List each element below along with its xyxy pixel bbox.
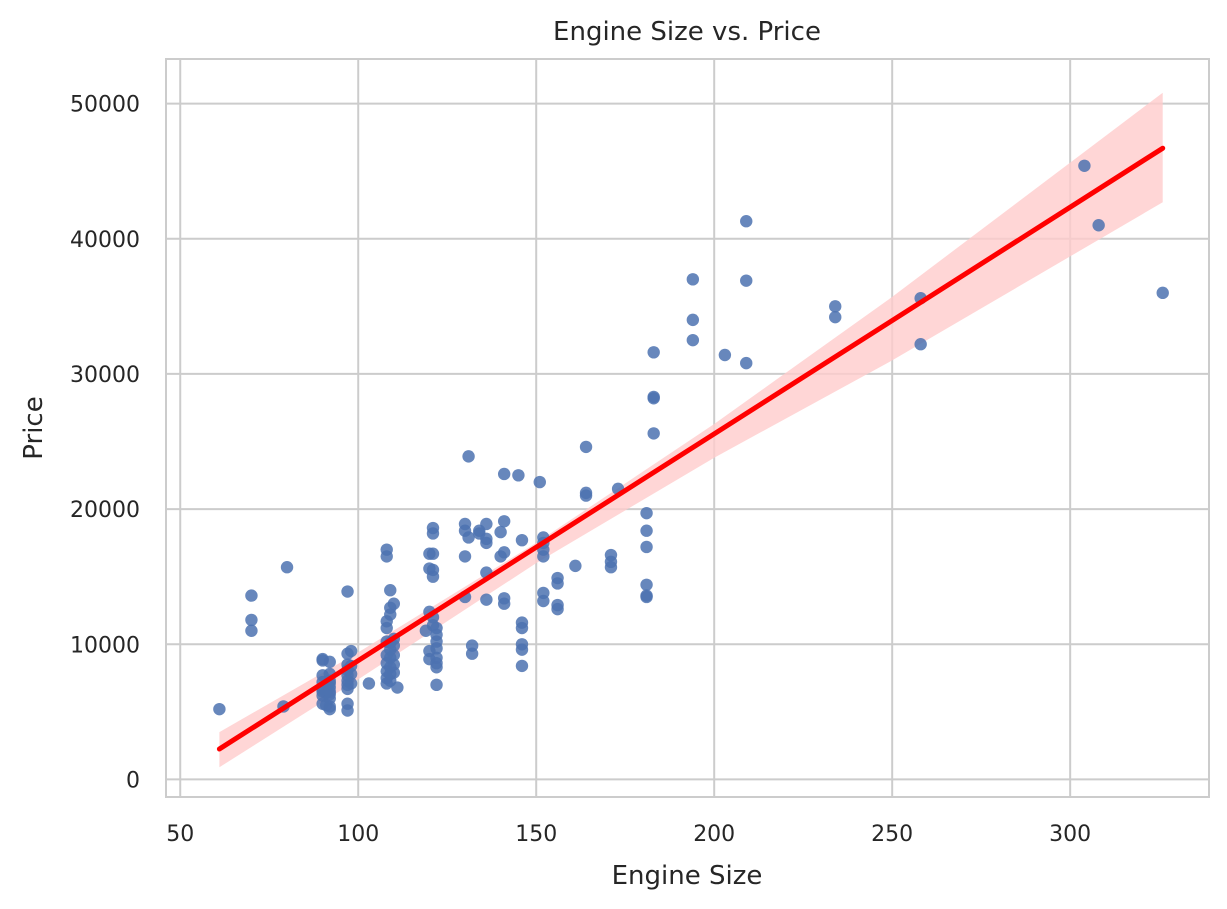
plot-frame — [165, 58, 1210, 798]
data-point — [497, 592, 511, 605]
data-point — [537, 586, 550, 600]
y-tick-label: 40000 — [70, 228, 140, 253]
data-point — [494, 525, 507, 539]
data-point — [341, 697, 354, 710]
regression-line — [216, 145, 1166, 752]
data-point — [245, 589, 258, 602]
data-point — [604, 548, 618, 562]
data-point — [914, 337, 927, 351]
data-point — [551, 571, 564, 585]
data-point — [740, 356, 753, 370]
data-point — [640, 524, 653, 537]
x-tick-label: 200 — [693, 822, 735, 847]
x-tick-label: 300 — [1049, 822, 1091, 847]
data-point — [213, 702, 226, 716]
data-point — [551, 598, 564, 612]
data-point — [829, 300, 842, 313]
data-point — [515, 659, 529, 673]
data-points — [213, 159, 1169, 717]
data-point — [462, 450, 475, 463]
x-axis-ticks: 50 100 150 200 250 300 — [166, 822, 1091, 847]
data-point — [647, 346, 660, 359]
y-tick-label: 20000 — [70, 498, 140, 523]
data-point — [1156, 286, 1169, 300]
data-point — [1078, 159, 1091, 172]
data-point — [430, 621, 443, 635]
data-point — [387, 597, 401, 610]
data-point — [647, 427, 660, 440]
data-point — [344, 677, 358, 690]
data-point — [344, 644, 358, 658]
x-axis-title: Engine Size — [612, 861, 763, 891]
y-tick-label: 50000 — [70, 93, 140, 118]
data-point — [280, 561, 294, 574]
data-point — [387, 658, 401, 671]
data-point — [686, 273, 700, 286]
data-point — [430, 678, 443, 692]
data-point — [462, 531, 475, 544]
data-point — [391, 681, 404, 694]
data-point — [686, 313, 700, 327]
x-tick-label: 150 — [515, 822, 557, 847]
data-point — [740, 214, 753, 228]
data-point — [515, 638, 529, 651]
y-tick-label: 30000 — [70, 363, 140, 388]
data-point — [426, 563, 440, 577]
data-point — [647, 390, 660, 404]
x-tick-label: 100 — [337, 822, 379, 847]
data-point — [512, 469, 525, 482]
data-point — [380, 543, 393, 556]
x-tick-label: 50 — [166, 822, 194, 847]
x-tick-label: 250 — [871, 822, 913, 847]
y-tick-label: 10000 — [70, 633, 140, 658]
data-point — [497, 546, 511, 559]
y-axis-ticks: 0 10000 20000 30000 40000 50000 — [70, 93, 140, 794]
data-point — [640, 506, 653, 520]
data-point — [579, 440, 593, 454]
data-point — [341, 585, 354, 598]
data-point — [458, 517, 472, 531]
data-point — [480, 593, 493, 606]
data-point — [497, 515, 511, 528]
data-point — [569, 559, 582, 573]
chart-title: Engine Size vs. Price — [553, 17, 821, 47]
data-point — [640, 540, 653, 554]
data-point — [458, 550, 472, 563]
data-point — [1092, 219, 1105, 232]
data-point — [718, 348, 732, 362]
data-point — [533, 475, 546, 489]
data-point — [515, 616, 529, 629]
y-tick-label: 0 — [126, 768, 140, 793]
data-point — [640, 589, 653, 602]
data-point — [640, 578, 653, 591]
data-point — [430, 651, 443, 664]
data-point — [480, 517, 493, 531]
data-point — [686, 333, 700, 347]
data-point — [497, 467, 511, 481]
data-point — [579, 486, 593, 500]
data-point — [465, 639, 479, 652]
data-point — [245, 613, 258, 627]
data-point — [387, 648, 401, 662]
data-point — [384, 583, 397, 597]
data-point — [362, 677, 376, 690]
data-point — [245, 624, 258, 637]
data-point — [515, 533, 529, 547]
data-point — [740, 274, 753, 287]
data-point — [426, 521, 440, 535]
data-point — [426, 547, 440, 560]
data-point — [323, 655, 336, 669]
data-point — [829, 310, 842, 324]
data-point — [480, 532, 493, 546]
y-axis-title: Price — [19, 396, 49, 459]
